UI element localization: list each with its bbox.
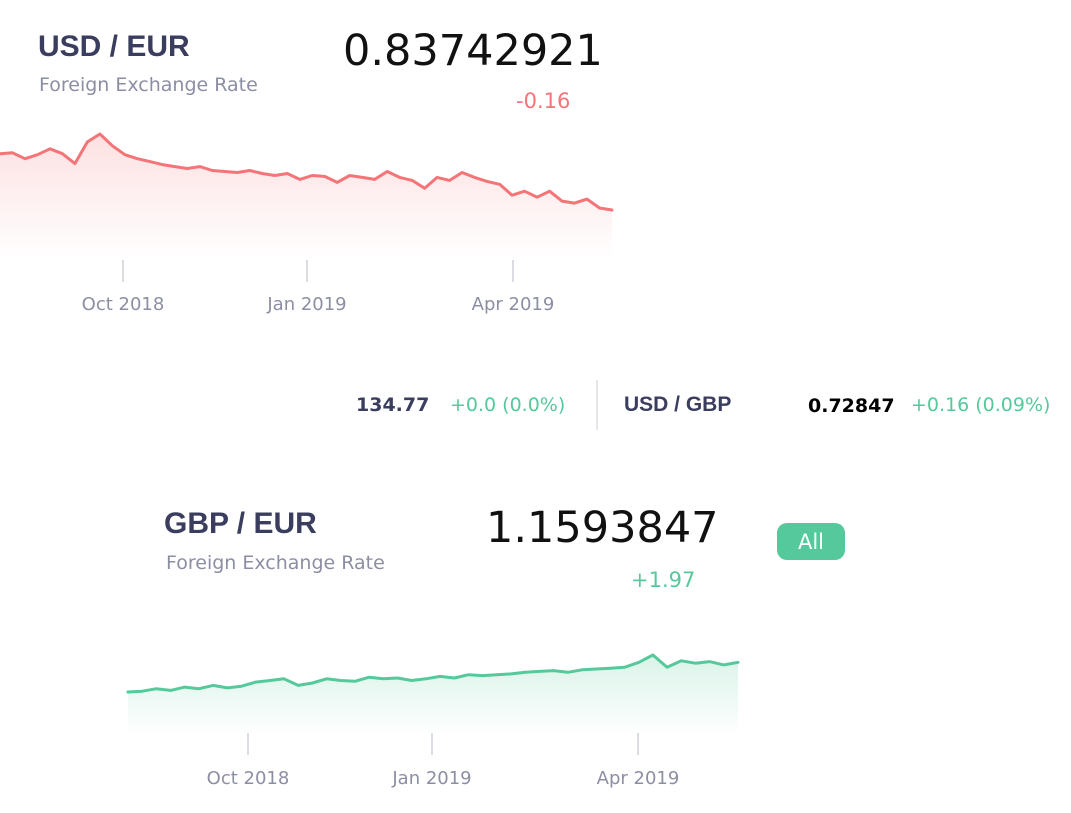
usd-eur-tick-oct bbox=[122, 260, 124, 282]
gbp-eur-xlabel-oct: Oct 2018 bbox=[206, 768, 290, 789]
gbp-eur-xlabel-apr: Apr 2019 bbox=[596, 768, 680, 789]
gbp-eur-xlabel-jan: Jan 2019 bbox=[392, 768, 472, 789]
usd-eur-xlabel-apr: Apr 2019 bbox=[471, 294, 555, 315]
gbp-eur-series-area bbox=[128, 655, 738, 735]
usd-eur-rate: 0.83742921 bbox=[343, 26, 603, 76]
usd-eur-tick-apr bbox=[512, 260, 514, 282]
usd-eur-xlabel-oct: Oct 2018 bbox=[81, 294, 165, 315]
gbp-eur-series-line bbox=[126, 653, 740, 694]
usd-eur-series-line bbox=[0, 132, 614, 212]
gbp-eur-title: GBP / EUR bbox=[164, 507, 317, 540]
gbp-eur-rate: 1.1593847 bbox=[486, 503, 719, 553]
usd-eur-xlabel-jan: Jan 2019 bbox=[267, 294, 347, 315]
all-range-button[interactable]: All bbox=[777, 523, 845, 560]
gbp-eur-tick-jan bbox=[431, 733, 433, 755]
gbp-eur-subtitle: Foreign Exchange Rate bbox=[166, 552, 385, 574]
usd-eur-subtitle: Foreign Exchange Rate bbox=[39, 74, 258, 96]
usd-eur-chart bbox=[0, 132, 614, 260]
ticker-rate-usd-gbp: 0.72847 bbox=[808, 395, 895, 417]
gbp-eur-chart bbox=[126, 653, 740, 735]
gbp-eur-change: +1.97 bbox=[631, 568, 696, 592]
ticker-value: 134.77 bbox=[356, 394, 430, 416]
gbp-eur-tick-oct bbox=[247, 733, 249, 755]
usd-eur-change: -0.16 bbox=[516, 89, 571, 113]
ticker-change-usd-gbp: +0.16 (0.09%) bbox=[911, 394, 1051, 416]
ticker-divider bbox=[596, 380, 598, 430]
usd-eur-tick-jan bbox=[306, 260, 308, 282]
ticker-change: +0.0 (0.0%) bbox=[450, 394, 566, 416]
ticker-pair-usd-gbp[interactable]: USD / GBP bbox=[624, 393, 732, 416]
usd-eur-series-area bbox=[0, 134, 612, 260]
gbp-eur-tick-apr bbox=[637, 733, 639, 755]
usd-eur-title: USD / EUR bbox=[38, 30, 190, 63]
